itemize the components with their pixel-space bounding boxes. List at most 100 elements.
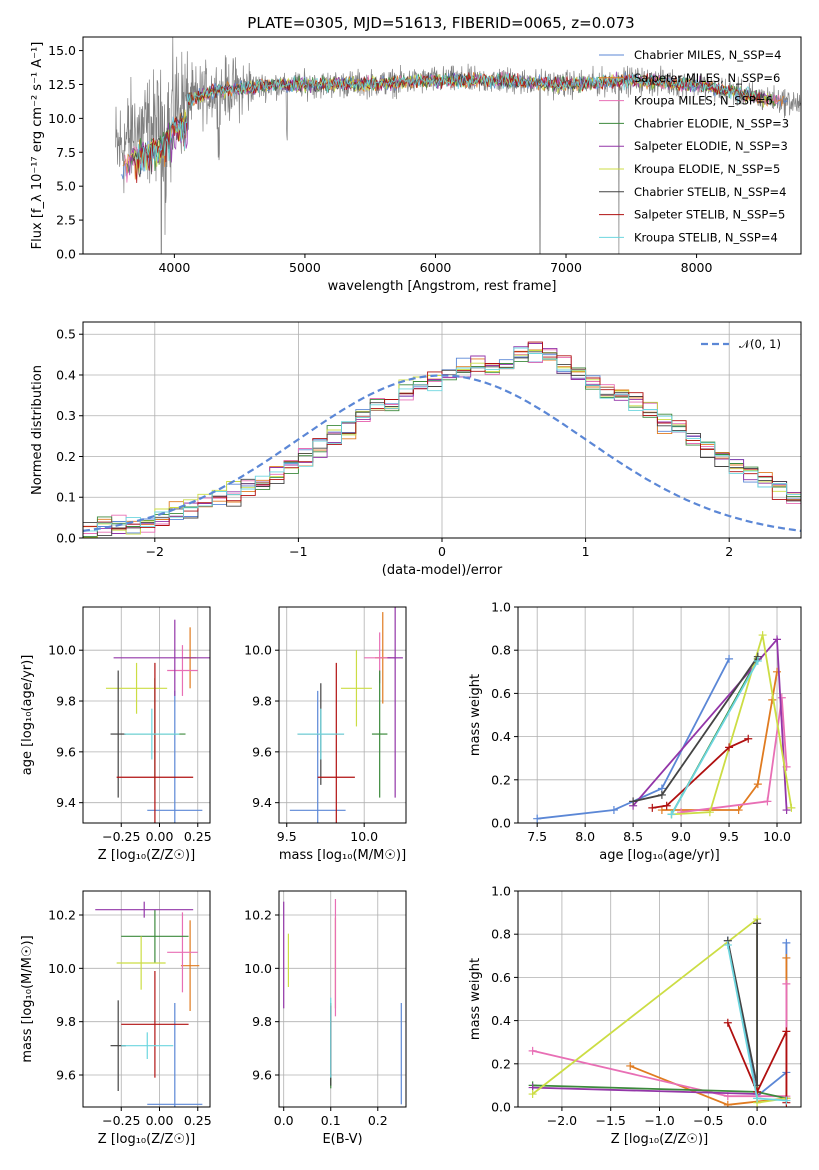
series-marker: [782, 806, 791, 815]
x-tick-label: 4000: [158, 260, 190, 275]
series-line-8: [670, 660, 759, 815]
x-axis-label: wavelength [Angstrom, rest frame]: [328, 279, 557, 294]
errorbar-point-8: [121, 1032, 174, 1059]
x-tick-label: 5000: [289, 260, 321, 275]
y-tick-label: 10.0: [48, 961, 76, 976]
panel-7: −2.0 −1.5 −1.0 −0.5 0.0 0.0 0.2 0.4 0.6 0.8 1.0 Z […: [468, 884, 802, 1147]
x-tick-label: −2.0: [547, 1113, 577, 1128]
axes-frame: [82, 36, 802, 255]
plot-area: [115, 37, 801, 254]
x-axis-label: mass [log₁₀(M/M☉)]: [279, 848, 406, 863]
x-tick-label: 0.00: [146, 1113, 174, 1128]
series-marker: [723, 1018, 732, 1027]
axes-frame: [278, 606, 407, 824]
y-tick-label: 0.0: [491, 1100, 511, 1115]
series-line-7: [726, 1022, 788, 1103]
y-tick-label: 9.6: [252, 1068, 272, 1083]
series-marker: [782, 1096, 791, 1105]
legend-entry: Chabrier STELIB, N_SSP=4: [634, 185, 786, 199]
errorbar-point-4: [113, 619, 210, 696]
errorbar-point-7: [317, 662, 355, 823]
series-marker: [528, 1090, 537, 1099]
y-tick-label: 9.8: [252, 694, 272, 709]
x-tick-label: −1.5: [596, 1113, 626, 1128]
series-line-2: [680, 697, 788, 814]
errorbar-point-8: [124, 708, 180, 760]
series-marker: [723, 941, 732, 949]
axes-frame: [82, 890, 211, 1108]
errorbar-point-5: [116, 936, 166, 990]
series-line-6: [726, 923, 758, 1086]
y-tick-label: 10.2: [244, 908, 272, 923]
series-marker: [744, 734, 753, 743]
legend-entry: Salpeter STELIB, N_SSP=5: [634, 208, 785, 222]
x-axis-label: E(B-V): [322, 1132, 362, 1147]
x-tick-label: 8.0: [575, 829, 595, 844]
x-tick-label: 1: [582, 544, 590, 559]
axes-frame: [82, 606, 211, 824]
y-tick-label: 0.0: [491, 816, 511, 831]
series-marker: [667, 810, 676, 819]
y-tick-label: 0.5: [56, 327, 76, 342]
errorbar-point-3: [371, 670, 388, 798]
x-tick-label: 0.00: [146, 829, 174, 844]
series-marker: [629, 797, 638, 806]
panel-1: −2 −1 0 1 2 0.0 0.1 0.2 0.3 0.4 0.5 (data-model)/er…: [30, 321, 802, 578]
y-tick-label: 1.0: [491, 884, 511, 899]
y-axis-label: mass [log₁₀(M/M☉)]: [20, 935, 35, 1062]
y-tick-label: 5.0: [56, 179, 76, 194]
x-tick-label: −0.25: [102, 829, 140, 844]
y-tick-label: 9.6: [252, 744, 272, 759]
axes-frame: [278, 890, 407, 1108]
plot-area: [83, 322, 801, 538]
errorbar-point-0: [147, 690, 203, 823]
errorbar-point-4: [387, 607, 403, 798]
y-tick-label: 0.8: [491, 927, 511, 942]
y-tick-label: 10.0: [48, 643, 76, 658]
y-tick-label: 9.8: [56, 1014, 76, 1029]
series-marker: [777, 693, 786, 702]
series-marker: [782, 1027, 791, 1036]
y-axis-label: age [log₁₀(age/yr)]: [20, 655, 35, 776]
y-tick-label: 9.4: [252, 795, 272, 810]
y-tick-label: 0.6: [491, 970, 511, 985]
errorbar-point-1: [180, 920, 200, 1011]
series-marker: [657, 806, 666, 815]
plot-area: [518, 607, 801, 823]
panel-0: 4000 5000 6000 7000 8000 0.0 2.5 5.0 7.5 10.0 12.5…: [30, 36, 802, 294]
series-marker: [753, 919, 762, 928]
legend-entry: Kroupa STELIB, N_SSP=4: [634, 230, 778, 244]
errorbar-point-0: [289, 690, 346, 823]
x-tick-label: 9.5: [277, 829, 297, 844]
series-marker: [725, 654, 734, 663]
x-axis-label: (data-model)/error: [382, 563, 503, 578]
y-axis-label: Normed distribution: [30, 365, 45, 495]
y-tick-label: 9.8: [252, 1014, 272, 1029]
y-tick-label: 0.0: [56, 247, 76, 262]
y-tick-label: 10.0: [48, 111, 76, 126]
y-tick-label: 2.5: [56, 213, 76, 228]
errorbar-point-7: [121, 971, 189, 1078]
y-tick-label: 10.2: [48, 908, 76, 923]
model-spectrum-8: [136, 72, 757, 172]
y-tick-label: 10.0: [244, 643, 272, 658]
y-tick-label: 9.6: [56, 1068, 76, 1083]
legend-entry: Kroupa MILES, N_SSP=6: [634, 94, 773, 108]
chart-title: PLATE=0305, MJD=51613, FIBERID=0065, z=0…: [247, 14, 634, 32]
x-tick-label: 0.0: [747, 1113, 767, 1128]
panel-6: 0.0 0.1 0.2 9.6 9.8 10.0 10.2 E(B-V): [244, 890, 407, 1147]
legend-entry: 𝒩(0, 1): [739, 337, 781, 351]
y-tick-label: 0.4: [56, 367, 76, 382]
series-marker: [677, 808, 686, 817]
y-tick-label: 0.4: [491, 729, 511, 744]
x-tick-label: −1: [289, 544, 307, 559]
y-tick-label: 0.6: [491, 686, 511, 701]
x-tick-label: 7000: [550, 260, 582, 275]
series-marker: [773, 635, 782, 644]
series-marker: [657, 790, 666, 799]
errorbar-point-2: [167, 912, 198, 993]
histogram-step-8: [83, 347, 801, 532]
x-tick-label: 8000: [681, 260, 713, 275]
x-tick-label: 6000: [420, 260, 452, 275]
y-tick-label: 0.8: [491, 643, 511, 658]
